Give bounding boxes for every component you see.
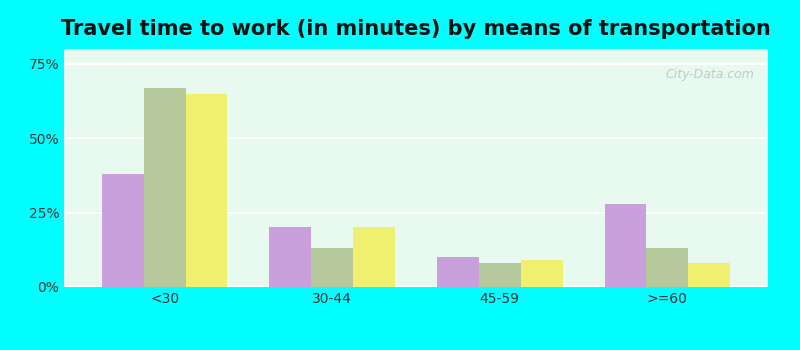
- Bar: [688, 263, 730, 287]
- Bar: [186, 93, 227, 287]
- Title: Travel time to work (in minutes) by means of transportation: Travel time to work (in minutes) by mean…: [61, 19, 771, 39]
- Bar: [521, 260, 562, 287]
- Bar: [144, 88, 186, 287]
- Bar: [479, 263, 521, 287]
- Bar: [102, 174, 144, 287]
- Text: City-Data.com: City-Data.com: [665, 68, 754, 81]
- Bar: [270, 228, 311, 287]
- Bar: [605, 204, 646, 287]
- Bar: [311, 248, 353, 287]
- Bar: [437, 257, 479, 287]
- Bar: [646, 248, 688, 287]
- Bar: [353, 228, 395, 287]
